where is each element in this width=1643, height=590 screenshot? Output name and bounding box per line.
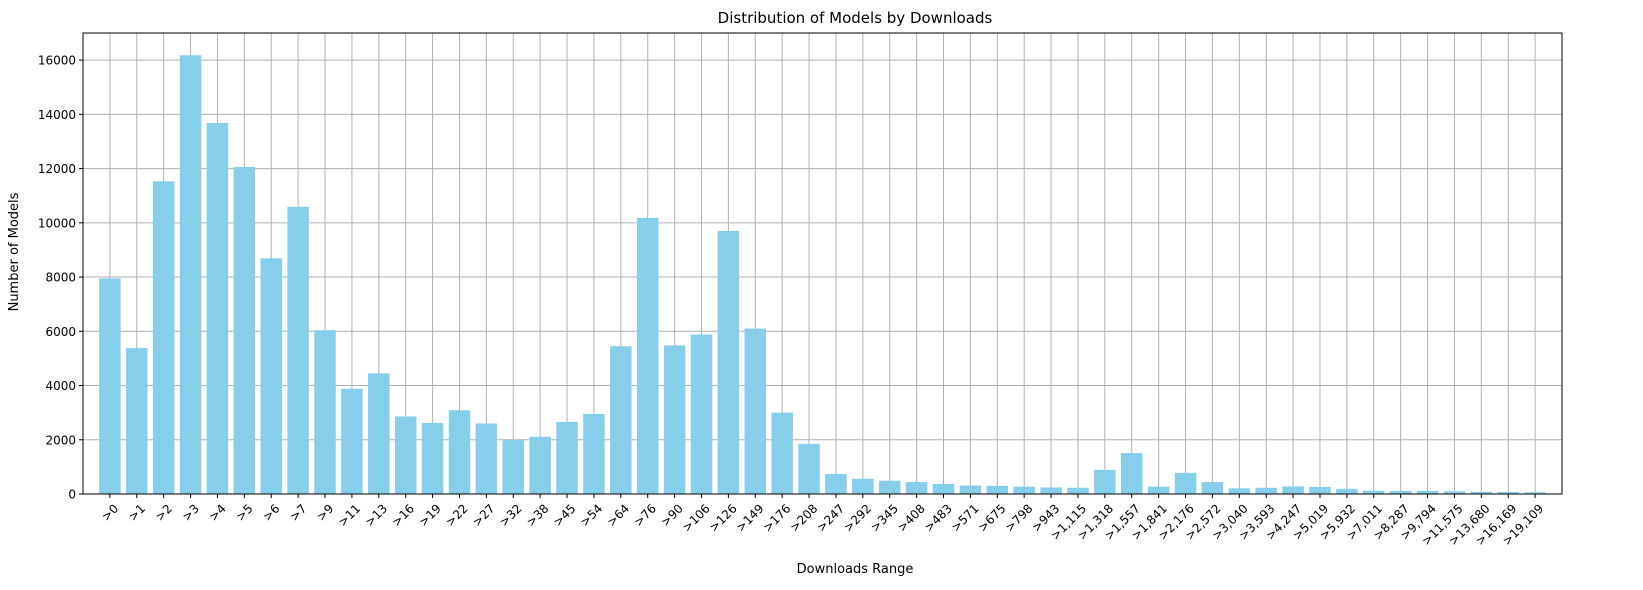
y-axis-label: Number of Models — [7, 192, 22, 311]
bar — [878, 480, 901, 494]
bars — [99, 55, 1546, 495]
y-tick-label: 0 — [68, 488, 76, 502]
bar — [179, 55, 202, 494]
bar — [1309, 486, 1331, 494]
bar — [1497, 492, 1519, 494]
bar — [583, 414, 605, 494]
bar — [690, 334, 713, 494]
y-tick-label: 4000 — [45, 379, 76, 393]
bar — [1013, 486, 1035, 494]
bar — [959, 485, 982, 494]
bar — [206, 123, 229, 495]
bar — [825, 473, 847, 494]
y-tick-label: 2000 — [45, 433, 76, 447]
bar — [905, 482, 928, 494]
bar — [260, 258, 282, 494]
bar — [1470, 491, 1493, 494]
bar — [126, 348, 148, 494]
bar — [1174, 472, 1197, 494]
bar — [1282, 486, 1304, 494]
bar — [1336, 488, 1358, 494]
bar — [99, 278, 121, 494]
bar — [932, 483, 955, 494]
bar — [1120, 453, 1143, 494]
bar — [529, 436, 551, 494]
bar — [233, 166, 256, 494]
bar — [287, 206, 309, 495]
bar — [421, 422, 444, 494]
bar — [1416, 491, 1439, 494]
bar — [771, 412, 793, 494]
bar — [1040, 487, 1062, 494]
y-tick-label: 14000 — [38, 108, 76, 122]
bar — [1443, 491, 1466, 494]
y-tick-label: 6000 — [45, 325, 76, 339]
y-tick-label: 8000 — [45, 271, 76, 285]
bar — [1067, 487, 1089, 494]
bar — [341, 388, 363, 494]
bar — [636, 217, 659, 494]
bar — [663, 345, 686, 494]
x-axis-label: Downloads Range — [797, 562, 914, 577]
bar — [152, 181, 175, 494]
y-tick-label: 10000 — [38, 216, 76, 230]
bar — [1255, 487, 1277, 494]
bar — [852, 478, 874, 494]
plot-frame — [82, 32, 1563, 495]
bar — [475, 423, 498, 494]
y-axis: 0 2000 4000 6000 8000 10000 12000 14000 16000 — [38, 54, 83, 502]
bar — [368, 373, 390, 494]
bar — [1389, 491, 1412, 494]
bar — [394, 416, 417, 494]
chart-title: Distribution of Models by Downloads — [718, 9, 993, 27]
bar — [502, 440, 525, 494]
bar — [1094, 469, 1116, 494]
bar — [1363, 490, 1385, 494]
bar — [744, 328, 767, 494]
bar — [314, 330, 336, 494]
bar — [610, 346, 632, 494]
bar — [1524, 492, 1546, 494]
bar — [556, 421, 578, 494]
bar — [448, 410, 471, 494]
bar — [986, 485, 1009, 494]
bar — [1228, 488, 1251, 494]
bar — [717, 230, 740, 495]
bar — [1201, 482, 1224, 494]
y-tick-label: 12000 — [38, 162, 76, 176]
y-tick-label: 16000 — [38, 54, 76, 68]
bar — [798, 443, 820, 494]
bar — [1147, 486, 1170, 494]
